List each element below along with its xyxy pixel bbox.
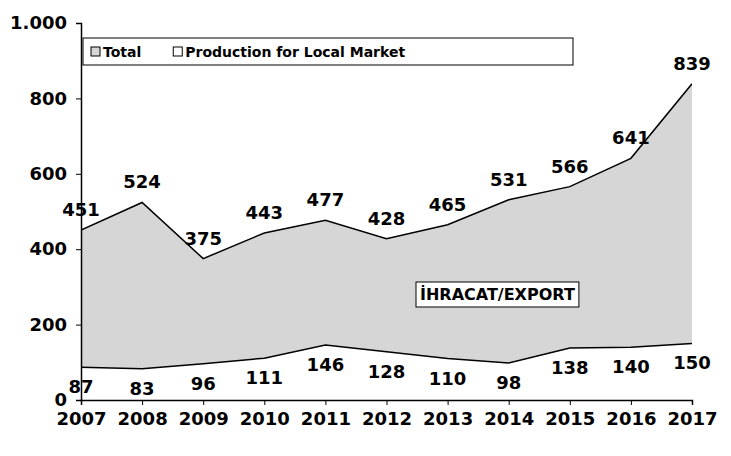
x-tick-mark [570, 400, 571, 405]
y-tick-label: 200 [29, 314, 67, 335]
data-labels: 451 524 375 443 477 428 465 531 566 641 839 87 83 96 1… [62, 53, 711, 399]
data-label: 83 [130, 378, 155, 399]
x-tick-label: 2009 [179, 408, 229, 429]
data-label: 465 [429, 194, 467, 215]
data-label: 477 [307, 189, 345, 210]
y-tick-mark [76, 98, 81, 99]
y-tick-label: 800 [29, 88, 67, 109]
x-tick-mark [631, 400, 632, 405]
data-label: 451 [62, 199, 100, 220]
legend-box [83, 38, 573, 65]
x-tick: 2015 [545, 400, 595, 429]
legend-label: Total [103, 44, 141, 60]
x-tick: 2011 [301, 400, 351, 429]
data-label: 524 [123, 171, 161, 192]
annotation-text: İHRACAT/EXPORT [420, 285, 575, 304]
x-tick: 2007 [56, 400, 106, 429]
annotation: İHRACAT/EXPORT [416, 282, 579, 307]
y-tick-label: 600 [29, 163, 67, 184]
y-tick: 1.000 [10, 12, 81, 33]
legend: Total Production for Local Market [83, 38, 573, 65]
y-tick: 600 [29, 163, 81, 184]
y-tick-mark [76, 325, 81, 326]
data-label: 375 [184, 228, 222, 249]
data-label: 110 [429, 368, 467, 389]
series-line [81, 84, 692, 259]
series-area [81, 84, 692, 400]
x-tick-mark [142, 400, 143, 405]
x-tick-mark [325, 400, 326, 405]
x-tick-mark [81, 400, 82, 405]
y-tick-mark [76, 249, 81, 250]
data-label: 98 [496, 372, 521, 393]
data-label: 641 [612, 127, 650, 148]
data-label: 839 [673, 53, 711, 74]
y-tick-mark [76, 400, 81, 401]
annotation-box [416, 282, 579, 307]
x-tick: 2012 [362, 400, 412, 429]
x-tick: 2008 [118, 400, 168, 429]
legend-label: Production for Local Market [185, 44, 405, 60]
x-tick-label: 2017 [667, 408, 717, 429]
data-label: 138 [551, 357, 589, 378]
x-axis-line [82, 401, 693, 406]
x-tick: 2016 [606, 400, 656, 429]
x-tick: 2014 [484, 400, 534, 429]
x-tick-label: 2010 [240, 408, 290, 429]
data-label: 146 [307, 354, 345, 375]
x-tick: 2009 [179, 400, 229, 429]
x-tick: 2010 [240, 400, 290, 429]
series-area [81, 343, 692, 400]
x-tick-label: 2014 [484, 408, 534, 429]
x-tick-mark [203, 400, 204, 405]
legend-swatch [91, 47, 100, 56]
x-tick-label: 2016 [606, 408, 656, 429]
data-label: 87 [68, 376, 93, 397]
x-tick: 2017 [667, 400, 717, 429]
x-tick-mark [692, 400, 693, 405]
data-label: 111 [246, 367, 284, 388]
data-label: 443 [246, 202, 284, 223]
y-tick: 200 [29, 314, 81, 335]
x-tick-label: 2012 [362, 408, 412, 429]
y-tick-mark [76, 174, 81, 175]
chart: 02004006008001.0002007200820092010201120… [0, 0, 731, 456]
legend-swatch [173, 47, 182, 56]
y-tick: 400 [29, 238, 81, 259]
x-tick-label: 2007 [56, 408, 106, 429]
y-tick-label: 1.000 [10, 12, 67, 33]
x-tick-mark [264, 400, 265, 405]
y-tick-mark [76, 23, 81, 24]
x-axis: 2007 2008 2009 2010 2011 2012 2013 2014 2015 2016… [56, 400, 717, 429]
x-tick-mark [509, 400, 510, 405]
x-tick: 2013 [423, 400, 473, 429]
x-tick-label: 2013 [423, 408, 473, 429]
x-tick-mark [448, 400, 449, 405]
data-label: 150 [673, 352, 711, 373]
x-tick-label: 2011 [301, 408, 351, 429]
y-tick-label: 400 [29, 238, 67, 259]
data-label: 428 [368, 208, 406, 229]
data-label: 566 [551, 156, 589, 177]
data-label: 128 [368, 361, 406, 382]
y-tick: 800 [29, 88, 81, 109]
x-tick-mark [387, 400, 388, 405]
x-tick-label: 2008 [118, 408, 168, 429]
data-label: 531 [490, 169, 528, 190]
data-label: 96 [191, 373, 216, 394]
data-label: 140 [612, 356, 650, 377]
plot-area [81, 84, 692, 400]
x-tick-label: 2015 [545, 408, 595, 429]
